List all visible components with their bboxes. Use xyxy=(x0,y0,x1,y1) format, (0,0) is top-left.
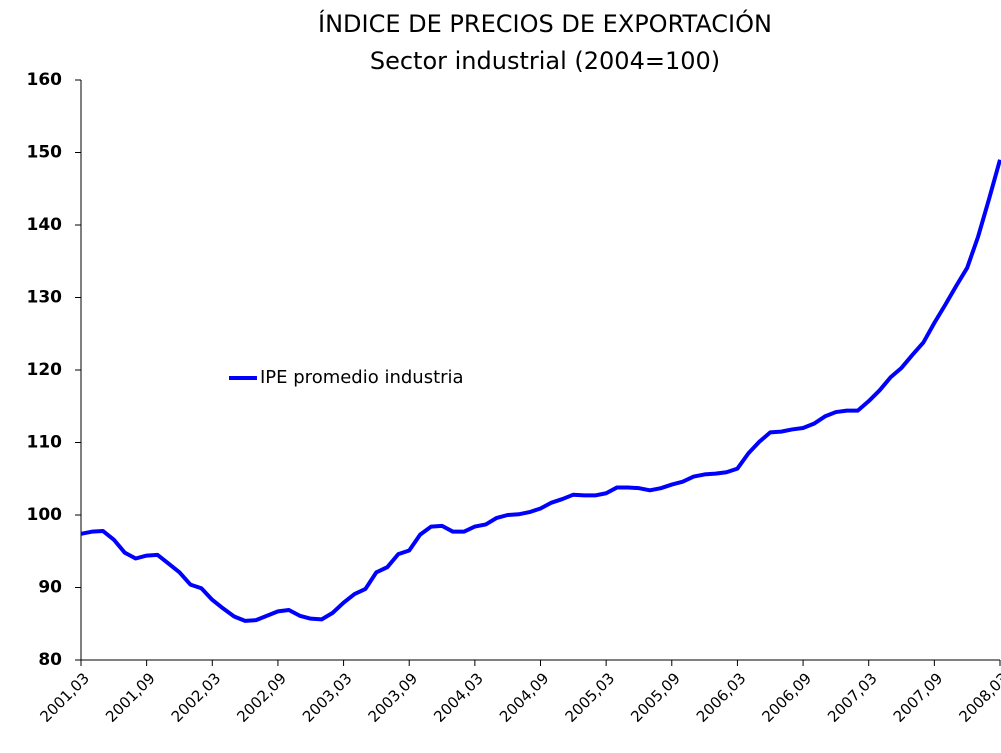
chart-title: ÍNDICE DE PRECIOS DE EXPORTACIÓN xyxy=(318,8,772,38)
x-tick-label: 2003,09 xyxy=(365,669,422,726)
x-tick-label: 2004,03 xyxy=(430,669,487,726)
x-tick-label: 2001,03 xyxy=(36,669,93,726)
y-tick-label: 120 xyxy=(27,360,63,380)
line xyxy=(80,159,1001,623)
x-tick-label: 2004,09 xyxy=(496,669,553,726)
x-tick-label: 2007,09 xyxy=(890,669,947,726)
y-tick-label: 90 xyxy=(38,578,62,598)
y-tick-label: 100 xyxy=(27,505,63,525)
chart-subtitle: Sector industrial (2004=100) xyxy=(370,47,720,75)
x-tick-label: 2008,03 xyxy=(955,669,1001,726)
y-tick-label: 160 xyxy=(27,70,63,90)
y-tick-label: 110 xyxy=(27,433,63,453)
x-tick-label: 2007,03 xyxy=(824,669,881,726)
y-tick-label: 140 xyxy=(27,215,63,235)
y-tick-label: 150 xyxy=(27,143,63,163)
legend-label: IPE promedio industria xyxy=(260,367,464,388)
x-tick-label: 2002,09 xyxy=(233,669,290,726)
x-tick-label: 2006,09 xyxy=(758,669,815,726)
y-tick-label: 130 xyxy=(27,288,63,308)
x-tick-label: 2003,03 xyxy=(299,669,356,726)
x-tick-label: 2005,09 xyxy=(627,669,684,726)
x-tick-label: 2006,03 xyxy=(693,669,750,726)
y-tick-label: 80 xyxy=(38,650,62,670)
x-tick-label: 2005,03 xyxy=(562,669,619,726)
x-tick-label: 2002,03 xyxy=(168,669,225,726)
x-tick-label: 2001,09 xyxy=(102,669,159,726)
